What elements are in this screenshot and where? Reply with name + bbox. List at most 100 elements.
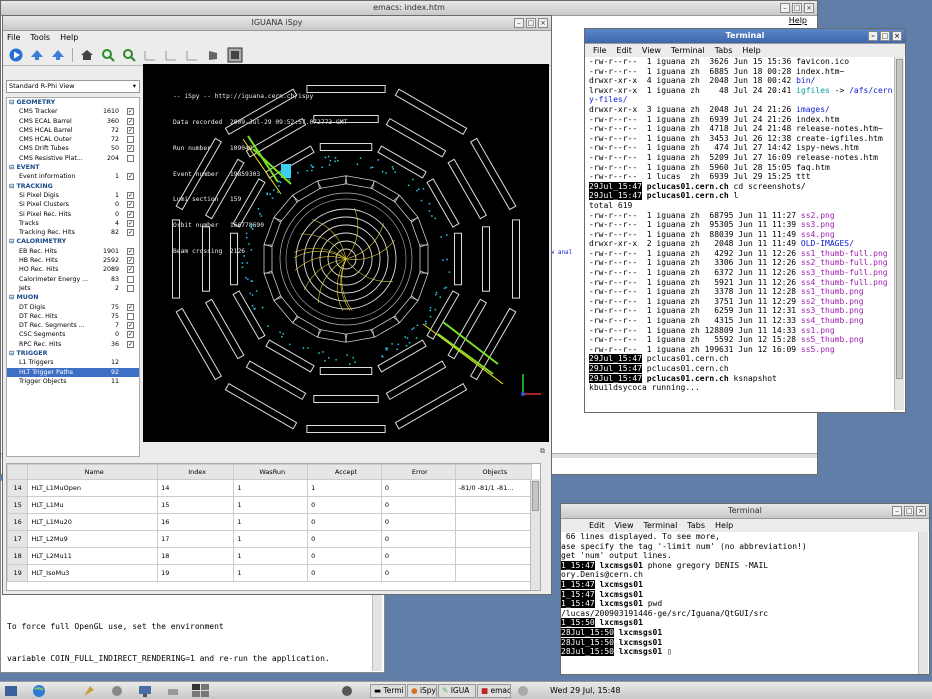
zoom-in-icon[interactable] bbox=[101, 48, 115, 62]
close-icon[interactable]: × bbox=[538, 18, 548, 28]
column-header-index[interactable]: Index bbox=[158, 465, 234, 480]
close-icon[interactable]: × bbox=[804, 3, 814, 13]
task-terminal[interactable]: ▬ Termi bbox=[370, 684, 406, 698]
tree-item[interactable]: L1 Triggers 12 bbox=[7, 358, 139, 367]
menu-tools[interactable]: Tools bbox=[30, 31, 50, 44]
globe-icon[interactable] bbox=[32, 684, 46, 698]
visibility-checkbox[interactable]: ✓ bbox=[127, 173, 134, 180]
menu-tabs[interactable]: Tabs bbox=[687, 519, 705, 532]
menu-terminal[interactable]: Terminal bbox=[643, 519, 677, 532]
visibility-checkbox[interactable]: ✓ bbox=[127, 229, 134, 236]
maximize-icon[interactable]: □ bbox=[526, 18, 536, 28]
tree-category[interactable]: ⊟ TRIGGER bbox=[7, 349, 139, 358]
visibility-checkbox[interactable]: ✓ bbox=[127, 145, 134, 152]
tree-item[interactable]: DT Rec. Segments ... 7 ✓ bbox=[7, 321, 139, 330]
tree-item[interactable]: CMS Drift Tubes 50 ✓ bbox=[7, 144, 139, 153]
menu-help[interactable]: Help bbox=[742, 44, 760, 57]
tree-item[interactable]: Si Pixel Digis 1 ✓ bbox=[7, 191, 139, 200]
visibility-checkbox[interactable]: ✓ bbox=[127, 118, 134, 125]
event-display-canvas[interactable]: -- iSpy -- http://iguana.cern.ch/ispy Da… bbox=[143, 64, 549, 442]
minimize-icon[interactable]: – bbox=[780, 3, 790, 13]
close-icon[interactable]: × bbox=[892, 31, 902, 41]
visibility-checkbox[interactable]: ✓ bbox=[127, 127, 134, 134]
terminal-titlebar[interactable]: Terminal – □ × bbox=[585, 29, 905, 44]
visibility-checkbox[interactable]: ✓ bbox=[127, 331, 134, 338]
axis-zx-icon[interactable] bbox=[185, 48, 199, 62]
tree-item[interactable]: CMS Tracker 1610 ✓ bbox=[7, 107, 139, 116]
axis-xy-icon[interactable] bbox=[143, 48, 157, 62]
tree-category[interactable]: ⊟ TRACKING bbox=[7, 182, 139, 191]
tree-item[interactable]: Calorimeter Energy ... 83 bbox=[7, 275, 139, 284]
menu-terminal[interactable]: Terminal bbox=[671, 44, 705, 57]
visibility-checkbox[interactable]: ✓ bbox=[127, 220, 134, 227]
column-header-name[interactable]: Name bbox=[28, 465, 158, 480]
minimize-icon[interactable]: – bbox=[514, 18, 524, 28]
tree-item[interactable]: DT Rec. Hits 75 bbox=[7, 312, 139, 321]
visibility-checkbox[interactable]: ✓ bbox=[127, 248, 134, 255]
tree-item[interactable]: CMS Resistive Plat... 204 bbox=[7, 154, 139, 163]
network-icon[interactable] bbox=[516, 684, 530, 698]
tree-item[interactable]: CSC Segments 0 ✓ bbox=[7, 330, 139, 339]
first-event-icon[interactable] bbox=[30, 48, 44, 62]
maximize-icon[interactable]: □ bbox=[792, 3, 802, 13]
notification-icon[interactable] bbox=[340, 684, 354, 698]
table-row[interactable]: 17 HLT_L2Mu9 17 1 0 0 bbox=[8, 531, 532, 548]
table-row[interactable]: 18 HLT_L2Mu11 18 1 0 0 bbox=[8, 548, 532, 565]
menu-view[interactable]: View bbox=[642, 44, 661, 57]
hlt-table[interactable]: Name Index WasRun Accept Error Objects 1… bbox=[6, 463, 541, 591]
tree-item[interactable]: CMS ECAL Barrel 360 ✓ bbox=[7, 117, 139, 126]
emacs-help-menu[interactable]: Help bbox=[789, 16, 807, 25]
terminal-window-secondary[interactable]: Terminal – □ × Edit View Terminal Tabs Hel… bbox=[560, 503, 930, 675]
visibility-checkbox[interactable] bbox=[127, 136, 134, 143]
tree-item[interactable]: HO Rec. Hits 2089 ✓ bbox=[7, 265, 139, 274]
ispy-titlebar[interactable]: IGUANA iSpy – □ × bbox=[3, 16, 551, 31]
zoom-out-icon[interactable] bbox=[122, 48, 136, 62]
task-ispy[interactable]: ● iSpy bbox=[407, 684, 437, 698]
menu-edit[interactable]: Edit bbox=[589, 519, 605, 532]
table-scrollbar[interactable] bbox=[530, 479, 540, 591]
tree-item[interactable]: RPC Rec. Hits 36 ✓ bbox=[7, 340, 139, 349]
minimize-icon[interactable]: – bbox=[868, 31, 878, 41]
detach-icon[interactable]: ⧉ bbox=[540, 447, 545, 456]
terminal2-titlebar[interactable]: Terminal – □ × bbox=[561, 504, 929, 519]
visibility-checkbox[interactable] bbox=[127, 285, 134, 292]
tree-item[interactable]: Si Pixel Rec. Hits 0 ✓ bbox=[7, 210, 139, 219]
terminal-scrollbar[interactable] bbox=[894, 57, 904, 410]
menu-help[interactable]: Help bbox=[60, 31, 78, 44]
task-emacs[interactable]: ■ emac bbox=[477, 684, 511, 698]
tree-item[interactable]: Si Pixel Clusters 0 ✓ bbox=[7, 200, 139, 209]
visibility-checkbox[interactable]: ✓ bbox=[127, 322, 134, 329]
terminal2-output[interactable]: 66 lines displayed. To see more, ase spec… bbox=[561, 532, 916, 674]
tree-item[interactable]: Jets 2 bbox=[7, 284, 139, 293]
play-icon[interactable] bbox=[9, 48, 23, 62]
task-iguana[interactable]: ✎ IGUA bbox=[438, 684, 476, 698]
visibility-checkbox[interactable]: ✓ bbox=[127, 266, 134, 273]
visibility-checkbox[interactable]: ✓ bbox=[127, 341, 134, 348]
column-header-wasrun[interactable]: WasRun bbox=[234, 465, 308, 480]
tree-item[interactable]: HB Rec. Hits 2592 ✓ bbox=[7, 256, 139, 265]
perspective-icon[interactable] bbox=[206, 48, 220, 62]
column-header-objects[interactable]: Objects bbox=[455, 465, 531, 480]
tree-item[interactable]: Event information 1 ✓ bbox=[7, 172, 139, 181]
terminal-window-main[interactable]: Terminal – □ × File Edit View Terminal Tab… bbox=[584, 28, 906, 413]
tree-category[interactable]: ⊟ CALORIMETRY bbox=[7, 237, 139, 246]
visibility-checkbox[interactable] bbox=[127, 155, 134, 162]
menu-tabs[interactable]: Tabs bbox=[715, 44, 733, 57]
table-row[interactable]: 15 HLT_L1Mu 15 1 0 0 bbox=[8, 497, 532, 514]
tree-item[interactable]: CMS HCAL Barrel 72 ✓ bbox=[7, 126, 139, 135]
menu-help[interactable]: Help bbox=[715, 519, 733, 532]
visibility-checkbox[interactable]: ✓ bbox=[127, 304, 134, 311]
axis-yz-icon[interactable] bbox=[164, 48, 178, 62]
visibility-checkbox[interactable]: ✓ bbox=[127, 108, 134, 115]
printer-icon[interactable] bbox=[166, 684, 180, 698]
visibility-checkbox[interactable]: ✓ bbox=[127, 211, 134, 218]
table-row[interactable]: 19 HLT_IsoMu3 19 1 0 0 bbox=[8, 565, 532, 582]
terminal-output[interactable]: -rw-r--r-- 1 iguana zh 3626 Jun 15 15:36… bbox=[587, 57, 892, 410]
pager-icon[interactable] bbox=[192, 684, 210, 698]
table-row[interactable]: 14 HLT_L1MuOpen 14 1 1 0 -81/0 -81/1 -81... bbox=[8, 480, 532, 497]
close-icon[interactable]: × bbox=[916, 506, 926, 516]
maximize-icon[interactable]: □ bbox=[880, 31, 890, 41]
tree-category[interactable]: ⊟ EVENT bbox=[7, 163, 139, 172]
settings-icon[interactable] bbox=[110, 684, 124, 698]
visibility-checkbox[interactable] bbox=[127, 313, 134, 320]
